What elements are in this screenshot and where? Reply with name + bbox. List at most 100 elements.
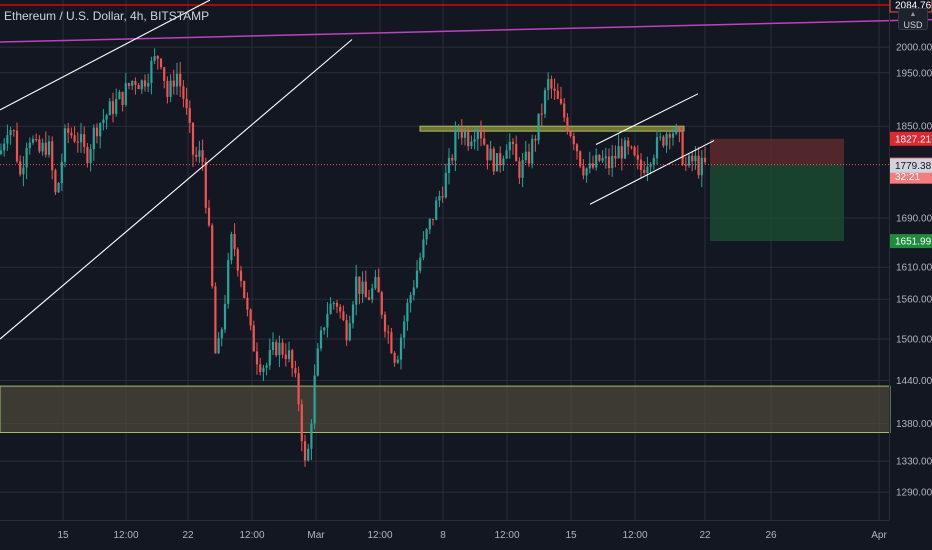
candle-body: [457, 128, 460, 130]
candle-body: [239, 270, 243, 282]
candle-body: [598, 154, 601, 161]
long-trendline: [0, 18, 932, 43]
candle-body: [47, 141, 51, 155]
candle-body: [563, 103, 566, 118]
candle-body: [591, 163, 595, 168]
candle-body: [383, 314, 387, 332]
candle-body: [153, 55, 156, 61]
candle-body: [531, 138, 534, 164]
candle-body: [377, 277, 380, 293]
candle-body: [582, 166, 585, 176]
candle-body: [371, 288, 374, 300]
candle-body: [31, 138, 35, 143]
candle-body: [83, 134, 86, 147]
candle-body: [201, 150, 204, 163]
candle-body: [380, 292, 383, 315]
candle-body: [297, 373, 300, 405]
currency-selector[interactable]: ▲ USD: [898, 8, 928, 30]
candle-body: [646, 166, 649, 173]
candle-body: [550, 79, 553, 89]
time-tick-label: 22: [699, 530, 711, 541]
candle-body: [476, 129, 479, 140]
candle-body: [355, 276, 358, 305]
price-badge: [890, 234, 932, 249]
candle-body: [495, 153, 499, 172]
candle-body: [492, 148, 495, 172]
candle-body: [652, 158, 655, 165]
candle-body: [342, 311, 345, 321]
candle-body: [35, 138, 38, 140]
candle-body: [364, 281, 367, 298]
candle-body: [566, 117, 569, 132]
candle-body: [694, 155, 697, 162]
candle-body: [700, 157, 703, 176]
candle-body: [198, 150, 201, 157]
candle-body: [179, 73, 182, 87]
candle-body: [607, 156, 611, 169]
candle-body: [259, 364, 262, 373]
candle-body: [60, 161, 63, 184]
candle-body: [175, 73, 179, 87]
candle-body: [284, 354, 287, 360]
symbol-title[interactable]: Ethereum / U.S. Dollar, 4h, BITSTAMP: [4, 9, 210, 23]
candle-body: [524, 151, 527, 161]
candle-body: [572, 135, 575, 145]
candle-body: [127, 83, 131, 86]
price-tick-label: 1690.00: [896, 214, 932, 225]
candle-body: [547, 79, 550, 91]
candle-body: [444, 172, 447, 198]
candle-body: [41, 142, 44, 152]
price-badge: [890, 158, 932, 173]
candle-body: [361, 281, 364, 294]
candle-body: [540, 113, 543, 115]
candle-body: [460, 128, 463, 138]
chevron-up-icon: ▲: [909, 11, 917, 18]
candle-body: [76, 141, 79, 143]
candle-body: [51, 141, 54, 171]
candle-body: [463, 131, 467, 138]
price-axis[interactable]: 1290.00 1330.00 1380.00 1440.00 1500.00 1560.…: [896, 43, 932, 499]
candle-body: [121, 91, 124, 105]
candle-body: [511, 141, 515, 145]
time-tick-label: 26: [765, 530, 777, 541]
candle-body: [479, 129, 483, 139]
candle-body: [678, 126, 681, 133]
time-tick-label: Mar: [307, 530, 325, 541]
candle-body: [633, 147, 636, 156]
candle-body: [211, 225, 214, 287]
candle-body: [358, 276, 361, 294]
candle-body: [639, 159, 643, 170]
candle-body: [265, 365, 268, 368]
candle-body: [131, 81, 134, 86]
currency-label: USD: [903, 20, 923, 30]
candle-body: [537, 113, 540, 141]
price-tick-label: 1500.00: [896, 335, 932, 346]
candle-body: [307, 448, 310, 461]
candle-body: [79, 134, 83, 143]
candle-body: [697, 155, 700, 176]
candle-body: [310, 423, 313, 449]
candle-body: [281, 342, 284, 355]
support-zone: [0, 385, 891, 434]
candle-body: [585, 168, 588, 176]
candle-body: [95, 127, 99, 137]
candle-body: [118, 91, 121, 100]
price-badge-value: 1779.38: [895, 161, 932, 172]
candle-body: [15, 130, 19, 162]
candle-body: [438, 196, 441, 201]
take-profit-zone: [710, 164, 844, 242]
candle-body: [105, 115, 108, 120]
candle-body: [223, 303, 227, 330]
candle-body: [409, 295, 412, 303]
candle-body: [185, 98, 188, 109]
time-axis[interactable]: 15 12:00 22 12:00 Mar 12:00 8 12:00 15 12:00 22 26 A…: [57, 530, 887, 541]
candle-body: [291, 350, 294, 369]
candle-body: [521, 160, 524, 178]
candle-body: [191, 122, 195, 155]
price-badge: [890, 131, 932, 146]
candle-body: [345, 320, 348, 341]
drawings-layer: [0, 0, 932, 340]
candle-body: [227, 260, 230, 304]
candle-body: [316, 348, 319, 376]
